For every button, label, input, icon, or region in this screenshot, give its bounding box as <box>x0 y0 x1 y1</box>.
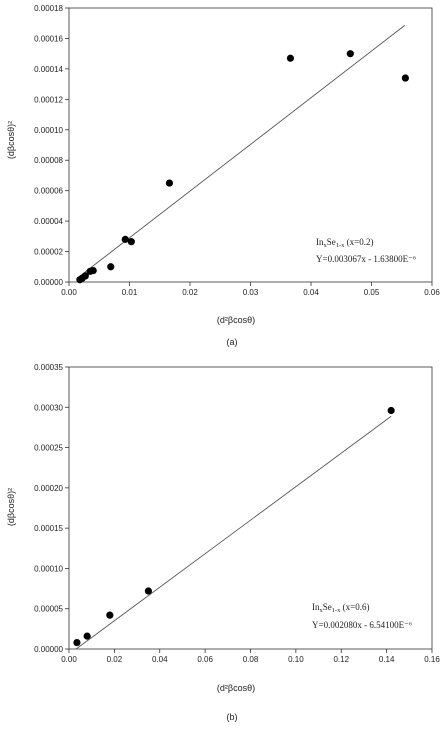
x-tick-label: 0.10 <box>288 655 304 664</box>
formula-prefix: In <box>312 602 320 612</box>
x-tick-label: 0.01 <box>122 288 138 297</box>
y-tick-label: 0.00010 <box>34 126 63 135</box>
data-point <box>83 632 91 640</box>
panel-label-a: (a) <box>227 337 238 347</box>
data-point <box>81 272 89 280</box>
y-tick-label: 0.00000 <box>34 278 63 287</box>
x-tick-label: 0.00 <box>61 288 77 297</box>
x-tick-label: 0.06 <box>424 288 440 297</box>
data-point <box>144 587 153 595</box>
data-point <box>89 266 97 275</box>
x-tick-label: 0.12 <box>333 655 349 664</box>
formula-sub2: 1-x <box>336 242 345 249</box>
plot-area-a: 0.000000.000020.000040.000060.000080.000… <box>34 4 440 297</box>
scatter-chart-a: (dβcosθ)² 0.00000 0.00002 0.00004 0.00006 0.… <box>6 4 440 347</box>
x-axis-label: (d²βcosθ) <box>217 315 255 325</box>
y-axis-label: (dβcosθ)² <box>6 488 16 526</box>
x-tick-label: 0.06 <box>197 655 213 664</box>
x-tick-label: 0.04 <box>152 655 168 664</box>
y-tick-label: 0.00012 <box>34 95 63 104</box>
plot-area-b: 0.000000.000050.000100.000150.000200.000… <box>34 363 440 664</box>
formula-sub1: x <box>324 242 328 249</box>
data-point <box>127 238 135 246</box>
x-tick-label: 0.02 <box>107 655 123 664</box>
fit-equation-a: Y=0.003067x - 1.63800E⁻⁶ <box>316 254 416 264</box>
y-tick-label: 0.00005 <box>34 605 63 614</box>
formula-sub2: 1-x <box>332 607 341 614</box>
data-point <box>106 611 114 619</box>
data-point <box>387 406 395 415</box>
y-axis-label-text: (dβcosθ)² <box>6 121 16 159</box>
x-tick-label: 0.08 <box>243 655 259 664</box>
formula-sub1: x <box>320 607 324 614</box>
y-tick-label: 0.00025 <box>34 444 63 453</box>
y-tick-label: 0.00018 <box>34 4 63 13</box>
x-tick-label: 0.03 <box>243 288 259 297</box>
y-tick-label: 0.00016 <box>34 34 63 43</box>
y-tick-label: 0.00002 <box>34 248 63 257</box>
data-point <box>401 74 409 82</box>
scatter-chart-b: (dβcosθ)² 0.00000 0.00005 0.00010 0.00015 0.… <box>6 363 440 722</box>
formula-mid: Se <box>323 602 332 612</box>
data-point <box>121 235 129 243</box>
y-tick-label: 0.00035 <box>34 363 63 372</box>
fit-line <box>77 25 406 278</box>
fit-line <box>75 415 392 650</box>
x-axis-label: (d²βcosθ) <box>217 683 255 693</box>
formula-suffix: (x=0.2) <box>344 237 373 247</box>
x-tick-label: 0.05 <box>364 288 380 297</box>
data-point <box>165 179 174 187</box>
x-tick-label: 0.16 <box>424 655 440 664</box>
y-axis-label: (dβcosθ)² <box>6 121 16 159</box>
y-tick-label: 0.00004 <box>34 217 63 226</box>
x-tick-label: 0.04 <box>303 288 319 297</box>
x-tick-label: 0.14 <box>379 655 395 664</box>
formula-prefix: In <box>316 237 324 247</box>
y-tick-label: 0.00020 <box>34 484 63 493</box>
y-tick-label: 0.00010 <box>34 564 63 573</box>
data-point <box>286 54 295 62</box>
y-tick-label: 0.00014 <box>34 65 63 74</box>
fit-formula-b: InxSe1-x (x=0.6) <box>312 602 370 614</box>
plot-frame <box>68 366 433 650</box>
panel-label-b: (b) <box>227 712 238 722</box>
y-tick-label: 0.00000 <box>34 645 63 654</box>
fit-equation-b: Y=0.002080x - 6.54100E⁻⁶ <box>312 620 412 630</box>
fit-formula-a: InxSe1-x (x=0.2) <box>316 237 374 249</box>
y-tick-label: 0.00015 <box>34 524 63 533</box>
y-axis-label-text: (dβcosθ)² <box>6 488 16 526</box>
formula-suffix: (x=0.6) <box>340 602 369 612</box>
y-tick-label: 0.00030 <box>34 403 63 412</box>
formula-mid: Se <box>327 237 336 247</box>
y-tick-label: 0.00008 <box>34 156 63 165</box>
x-tick-label: 0.00 <box>61 655 77 664</box>
y-tick-label: 0.00006 <box>34 187 63 196</box>
data-point <box>107 263 115 271</box>
data-point <box>73 638 81 647</box>
x-tick-label: 0.02 <box>182 288 198 297</box>
data-point <box>346 50 354 58</box>
